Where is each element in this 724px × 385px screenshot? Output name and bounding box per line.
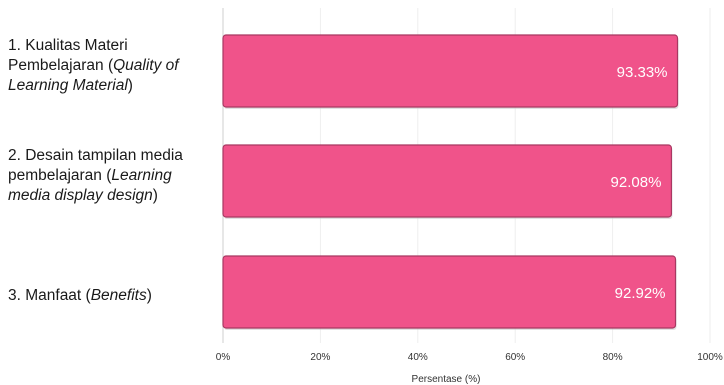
x-tick-label: 60% bbox=[505, 352, 525, 363]
category-label-close: ) bbox=[146, 287, 152, 304]
category-label-en: Quality of Learning Material bbox=[8, 57, 179, 94]
bar-value-label: 92.92% bbox=[615, 285, 666, 302]
category-label: 2. Desain tampilan media pembelajaran (L… bbox=[8, 146, 214, 206]
category-label-id: 2. Desain tampilan media pembelajaran ( bbox=[8, 147, 183, 184]
x-tick-label: 40% bbox=[408, 352, 428, 363]
category-label-id: 3. Manfaat ( bbox=[8, 287, 91, 304]
bar-value-label: 92.08% bbox=[611, 174, 662, 191]
bar bbox=[222, 255, 677, 329]
x-tick-label: 100% bbox=[697, 352, 723, 363]
category-label-en: Benefits bbox=[90, 287, 147, 304]
bar-value-label: 93.33% bbox=[617, 64, 668, 81]
x-tick-label: 20% bbox=[310, 352, 330, 363]
bar bbox=[222, 144, 673, 218]
bars: 93.33% 92.08% 92.92% bbox=[222, 34, 679, 330]
x-tick-label: 0% bbox=[216, 352, 231, 363]
category-label-id: 1. Kualitas Materi Pembelajaran ( bbox=[8, 37, 128, 74]
x-axis-title: Persentase (%) bbox=[412, 374, 481, 385]
category-label: 3. Manfaat (Benefits) bbox=[8, 286, 214, 306]
category-label: 1. Kualitas Materi Pembelajaran (Quality… bbox=[8, 36, 214, 96]
category-label-close: ) bbox=[152, 187, 158, 204]
category-label-close: ) bbox=[127, 77, 133, 94]
category-label-en: Learning media display design bbox=[8, 167, 172, 204]
x-axis-ticks: 0% 20% 40% 60% 80% 100% bbox=[216, 352, 723, 363]
bar bbox=[222, 34, 679, 108]
x-tick-label: 80% bbox=[603, 352, 623, 363]
